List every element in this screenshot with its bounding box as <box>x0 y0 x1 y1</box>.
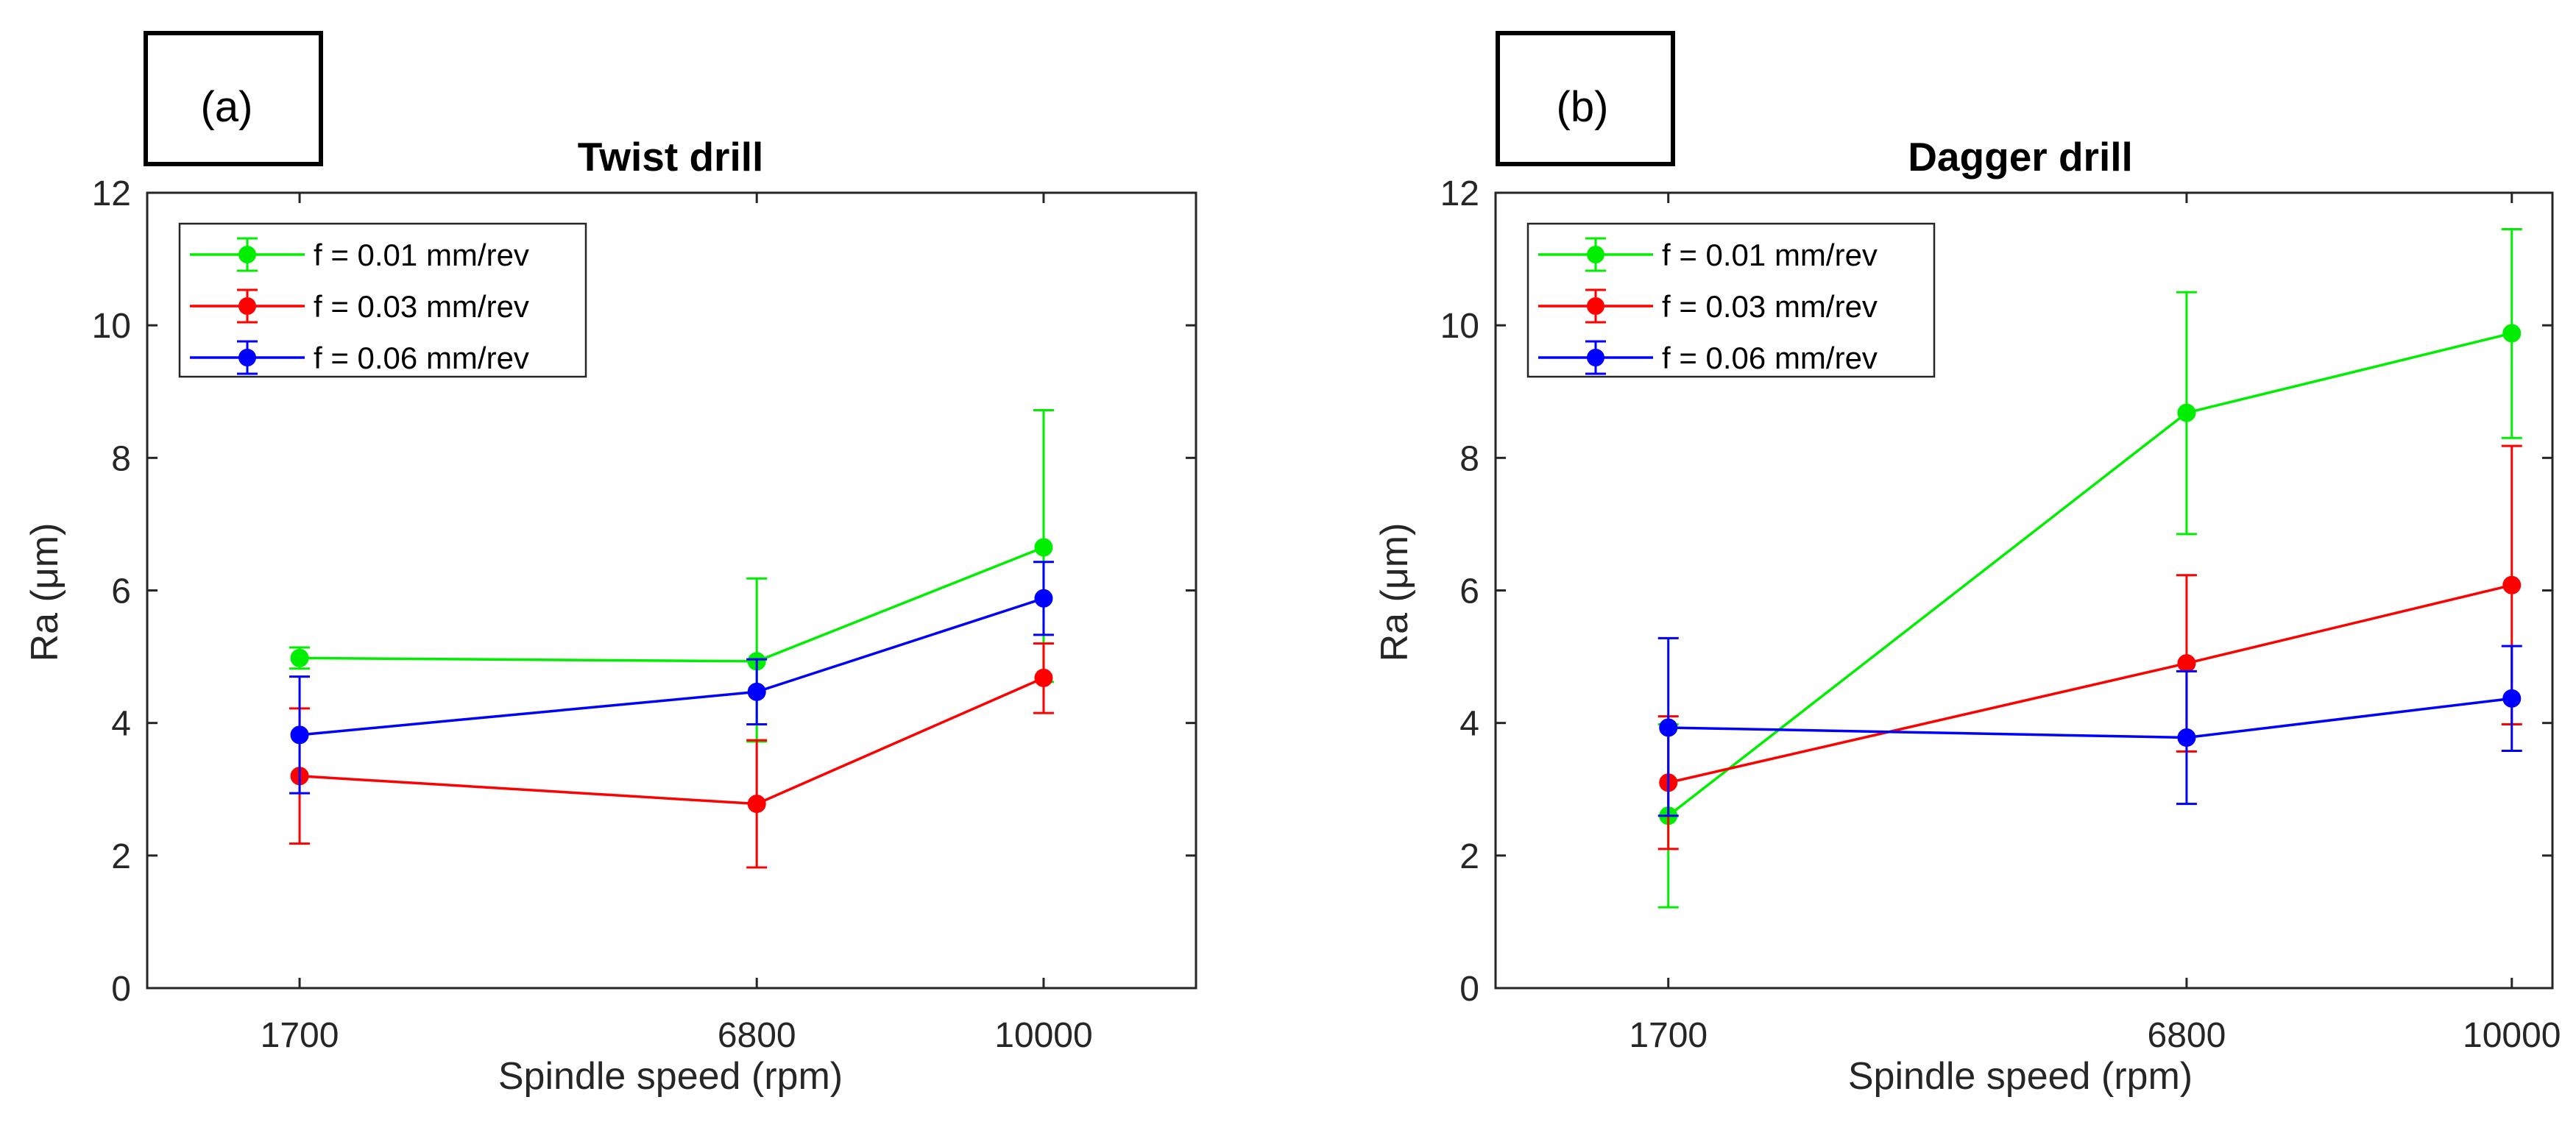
y-tick-label: 0 <box>1459 970 1479 1009</box>
chart-title: Twist drill <box>578 134 764 180</box>
y-tick-label: 0 <box>111 970 131 1009</box>
y-tick-label: 10 <box>92 307 131 346</box>
panel-label: (b) <box>1557 83 1609 131</box>
y-tick-label: 8 <box>1459 439 1479 478</box>
x-tick-label: 1700 <box>261 1016 339 1055</box>
x-tick-label: 10000 <box>994 1016 1092 1055</box>
y-tick-label: 4 <box>111 705 131 744</box>
series-f-0-03-mm-rev-point <box>2177 654 2196 673</box>
y-tick-label: 10 <box>1440 307 1479 346</box>
y-tick-label: 6 <box>111 572 131 611</box>
legend-label: f = 0.01 mm/rev <box>314 238 529 272</box>
y-tick-label: 12 <box>1440 174 1479 213</box>
series-f-0-03-mm-rev-point <box>1034 668 1053 687</box>
y-axis-label: Ra (μm) <box>1373 523 1416 662</box>
legend-swatch-marker <box>1587 297 1604 315</box>
legend: f = 0.01 mm/rev f = 0.03 mm/rev f = 0.06 m… <box>178 222 587 378</box>
series-f-0-01-mm-rev-point <box>2177 403 2196 422</box>
legend-swatch-marker <box>238 349 256 366</box>
panel-label-box <box>144 31 323 166</box>
series-f-0-03-mm-rev-point <box>2502 575 2522 594</box>
legend-label: f = 0.06 mm/rev <box>314 341 529 375</box>
series-f-0-01-mm-rev-point <box>290 648 309 667</box>
panel-label-box <box>1496 31 1675 166</box>
chart-title: Dagger drill <box>1908 134 2133 180</box>
plot-area: 0 2 4 6 8 10 12 1700 6800 10000 <box>92 174 1197 1055</box>
y-tick-label: 2 <box>1459 837 1479 876</box>
x-tick-label: 10000 <box>2463 1016 2561 1055</box>
x-axis-label: Spindle speed (rpm) <box>498 1055 843 1098</box>
legend-label: f = 0.03 mm/rev <box>1662 289 1878 324</box>
legend-label: f = 0.01 mm/rev <box>1662 238 1878 272</box>
series-f-0-06-mm-rev-point <box>2502 689 2522 708</box>
y-tick-label: 8 <box>111 439 131 478</box>
y-tick-label: 4 <box>1459 705 1479 744</box>
series-f-0-06-mm-rev-point <box>747 682 766 701</box>
series-f-0-06-mm-rev-point <box>2177 728 2196 747</box>
legend-swatch-marker <box>238 246 256 263</box>
y-axis-label: Ra (μm) <box>24 523 66 662</box>
series-f-0-03-mm-rev-point <box>747 795 766 814</box>
x-tick-label: 6800 <box>718 1016 796 1055</box>
axes-frame <box>146 191 1197 990</box>
y-tick-label: 2 <box>111 837 131 876</box>
series-f-0-06-mm-rev-point <box>1034 589 1053 608</box>
series-f-0-06-mm-rev-point <box>290 725 309 745</box>
series-f-0-01-mm-rev-point <box>1034 538 1053 557</box>
legend-swatch-marker <box>1587 246 1604 263</box>
x-tick-label: 6800 <box>2148 1016 2226 1055</box>
legend-swatch-marker <box>238 297 256 315</box>
legend-label: f = 0.03 mm/rev <box>314 289 529 324</box>
series-f-0-01-mm-rev-point <box>2502 324 2522 343</box>
panel-dagger-drill: (b) Dagger drill Ra (μm) Spindle speed (… <box>1373 31 2561 1098</box>
legend: f = 0.01 mm/rev f = 0.03 mm/rev f = 0.06 m… <box>1526 222 1936 378</box>
y-tick-label: 12 <box>92 174 131 213</box>
panel-label: (a) <box>201 83 253 131</box>
legend-swatch-marker <box>1587 349 1604 366</box>
x-tick-label: 1700 <box>1629 1016 1708 1055</box>
legend-label: f = 0.06 mm/rev <box>1662 341 1878 375</box>
series-f-0-06-mm-rev-point <box>1659 718 1678 737</box>
panel-twist-drill: (a) Twist drill Ra (μm) Spindle speed (r… <box>24 31 1197 1098</box>
y-tick-label: 6 <box>1459 572 1479 611</box>
x-axis-label: Spindle speed (rpm) <box>1848 1055 2193 1098</box>
